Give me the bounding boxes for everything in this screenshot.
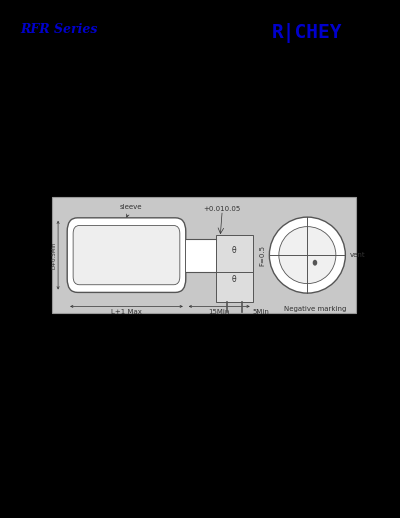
Ellipse shape	[279, 226, 336, 284]
Text: Negative marking: Negative marking	[284, 307, 346, 312]
Ellipse shape	[269, 217, 345, 293]
Bar	[52, 197, 356, 313]
Text: R|CHEY: R|CHEY	[272, 23, 342, 44]
Text: θ: θ	[232, 275, 237, 284]
Text: F=0.5: F=0.5	[259, 244, 265, 266]
Bar	[216, 235, 253, 276]
Text: +0.010.05: +0.010.05	[204, 206, 241, 212]
Text: θ: θ	[232, 246, 237, 255]
Text: vent: vent	[349, 252, 365, 258]
Text: sleeve: sleeve	[119, 204, 142, 217]
Text: D+0.5Min: D+0.5Min	[51, 241, 56, 269]
Text: 15Min: 15Min	[208, 309, 230, 315]
Text: RFR Series: RFR Series	[20, 23, 97, 36]
Text: 5Min: 5Min	[252, 309, 270, 315]
Bar	[216, 271, 253, 301]
Text: L+1 Max: L+1 Max	[111, 309, 142, 315]
FancyBboxPatch shape	[67, 218, 186, 293]
FancyBboxPatch shape	[73, 225, 180, 285]
Circle shape	[313, 260, 317, 266]
Bar	[186, 239, 216, 271]
